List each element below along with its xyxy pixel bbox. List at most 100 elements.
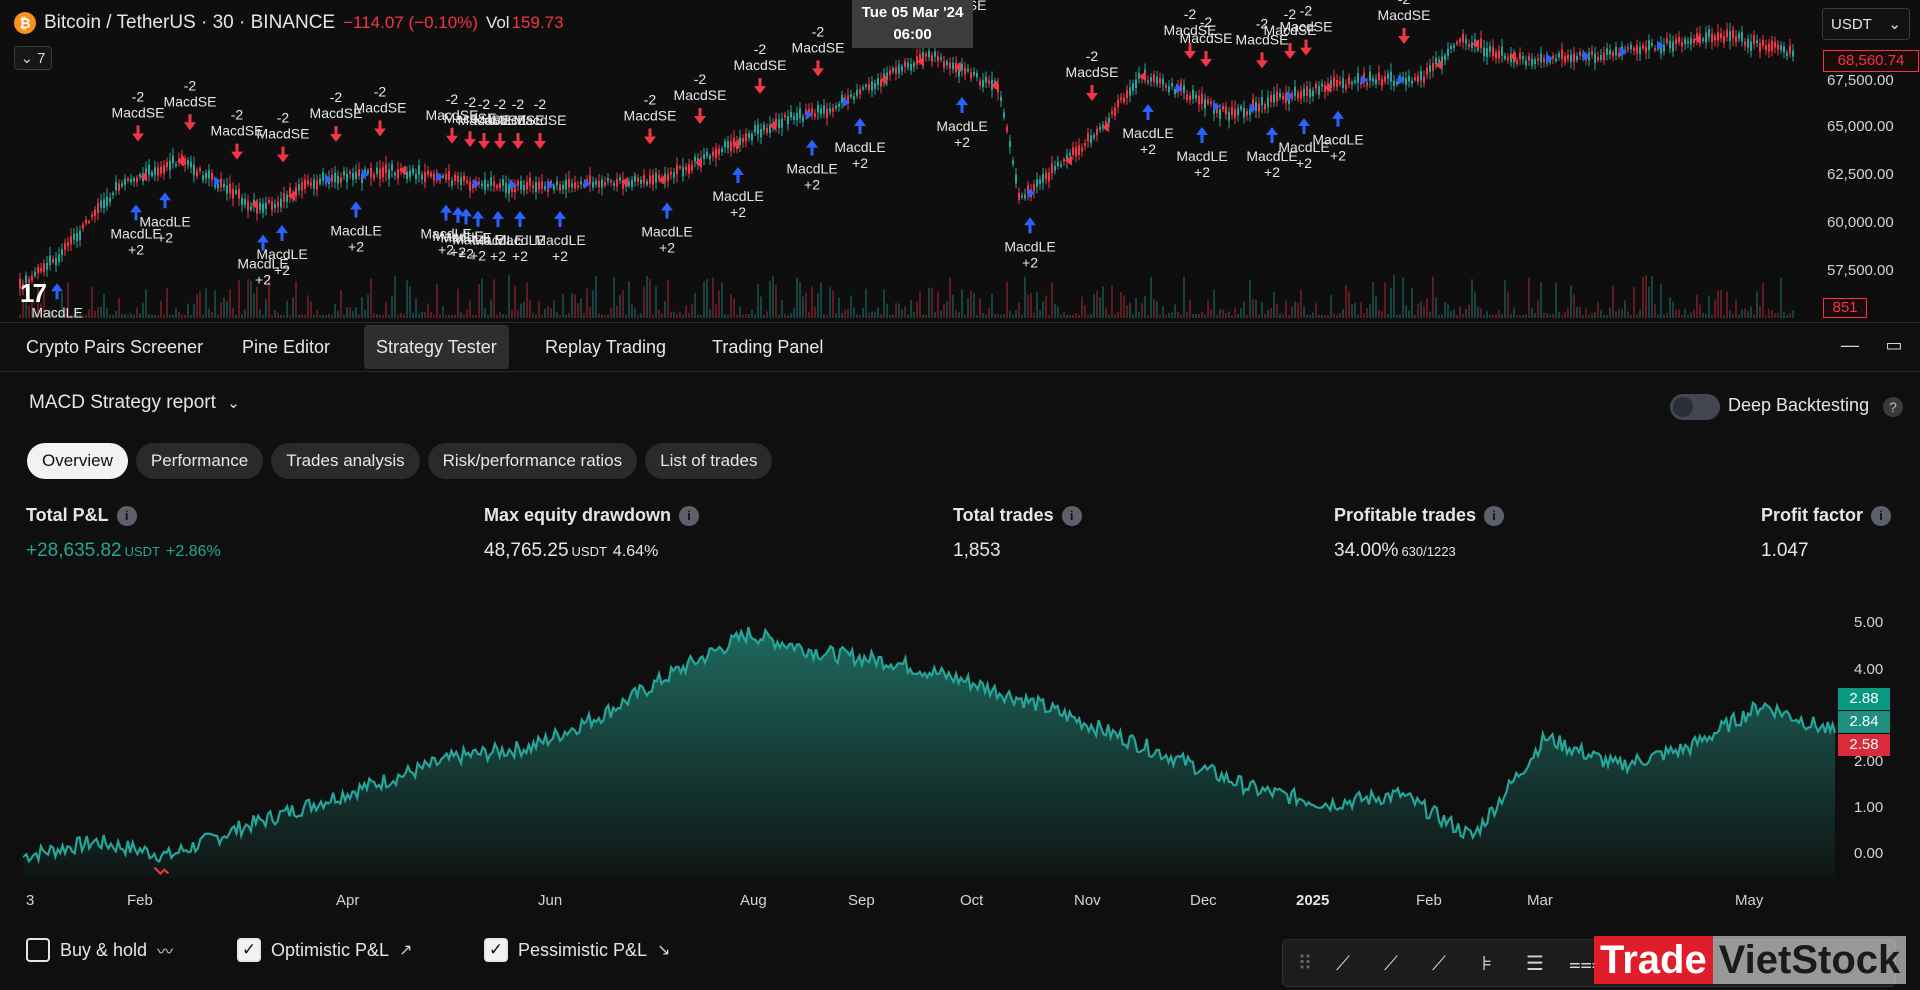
svg-text:-2: -2 bbox=[374, 84, 387, 100]
svg-text:-2: -2 bbox=[464, 94, 477, 110]
svg-text:+2: +2 bbox=[730, 204, 746, 220]
buy-hold-toggle[interactable]: Buy & hold 〰 bbox=[26, 938, 173, 962]
price-tick: 62,500.00 bbox=[1827, 166, 1894, 183]
svg-text:MacdLE: MacdLE bbox=[1312, 132, 1363, 148]
tab-crypto-pairs-screener[interactable]: Crypto Pairs Screener bbox=[26, 337, 204, 357]
svg-text:MacdLE: MacdLE bbox=[1004, 238, 1055, 254]
svg-text:+2: +2 bbox=[255, 272, 271, 288]
drag-handle-icon[interactable]: ⠿ bbox=[1297, 953, 1313, 975]
currency-select[interactable]: USDT ⌄ bbox=[1822, 8, 1910, 40]
svg-text:MacdLE: MacdLE bbox=[330, 223, 381, 239]
gann-tool-icon[interactable]: ⩶ bbox=[1569, 953, 1604, 975]
svg-text:MacdLE: MacdLE bbox=[1122, 125, 1173, 141]
svg-text:MacdSE: MacdSE bbox=[426, 107, 479, 123]
x-tick: Jun bbox=[538, 892, 563, 909]
info-icon[interactable]: i bbox=[1484, 505, 1505, 526]
info-icon[interactable]: i bbox=[116, 505, 137, 526]
optimistic-pl-checkbox[interactable]: ✓ bbox=[237, 938, 261, 962]
price-axis[interactable]: USDT ⌄ 68,560.74 67,500.00 65,000.00 62,… bbox=[1815, 0, 1920, 320]
svg-text:-2: -2 bbox=[1184, 6, 1197, 22]
fib-tool-icon[interactable]: ☰ bbox=[1526, 953, 1544, 975]
svg-text:MacdLE: MacdLE bbox=[1246, 148, 1297, 164]
svg-text:MacdLE: MacdLE bbox=[712, 188, 763, 204]
crosshair-date: Tue 05 Mar '24 bbox=[861, 4, 964, 21]
pessimistic-segment bbox=[153, 866, 170, 876]
watermark-dark-text: VietStock bbox=[1712, 936, 1907, 984]
info-icon[interactable]: i bbox=[1871, 505, 1892, 526]
svg-text:MacdLE: MacdLE bbox=[534, 232, 585, 248]
svg-text:-2: -2 bbox=[1300, 3, 1313, 19]
x-tick: Dec bbox=[1190, 892, 1217, 909]
indicators-collapse-button[interactable]: ⌄ 7 bbox=[14, 46, 52, 70]
pessimistic-pl-toggle[interactable]: ✓ Pessimistic P&L ↘ bbox=[484, 938, 670, 962]
svg-text:MacdSE: MacdSE bbox=[1280, 19, 1333, 35]
svg-text:MacdSE: MacdSE bbox=[458, 112, 511, 128]
svg-text:MacdLE: MacdLE bbox=[139, 213, 190, 229]
maximize-icon[interactable]: ▭ bbox=[1885, 335, 1903, 355]
svg-text:-2: -2 bbox=[231, 107, 244, 123]
svg-text:MacdSE: MacdSE bbox=[257, 126, 310, 142]
x-tick: Oct bbox=[960, 892, 984, 909]
equity-chart[interactable] bbox=[0, 600, 1840, 885]
metric-total-pl: Total P&L i +28,635.82 USDT +2.86% bbox=[26, 505, 221, 562]
y-tick: 0.00 bbox=[1854, 845, 1884, 862]
trend-line-tool-icon[interactable]: ⟋ bbox=[1336, 953, 1350, 975]
help-icon[interactable]: ? bbox=[1883, 397, 1903, 417]
tab-pine-editor[interactable]: Pine Editor bbox=[242, 337, 331, 357]
svg-text:MacdLE: MacdLE bbox=[440, 229, 491, 245]
svg-text:+2: +2 bbox=[128, 241, 144, 257]
svg-text:MacdSE: MacdSE bbox=[211, 123, 264, 139]
tab-replay-trading[interactable]: Replay Trading bbox=[545, 337, 667, 357]
strategy-report-selector[interactable]: MACD Strategy report ⌄ bbox=[29, 392, 240, 414]
pessimistic-pl-label: Pessimistic P&L bbox=[518, 939, 648, 960]
info-icon[interactable]: i bbox=[1061, 505, 1082, 526]
subtab-overview[interactable]: Overview bbox=[27, 443, 128, 479]
volume-bars bbox=[19, 275, 1794, 318]
metric-unit: USDT bbox=[124, 544, 161, 559]
svg-text:-2: -2 bbox=[330, 89, 343, 105]
optimistic-pl-toggle[interactable]: ✓ Optimistic P&L ↗ bbox=[237, 938, 412, 962]
bottom-panel-tabs: Crypto Pairs Screener Pine Editor Strate… bbox=[0, 322, 1920, 372]
extended-line-tool-icon[interactable]: ⟋ bbox=[1432, 953, 1446, 975]
tab-trading-panel[interactable]: Trading Panel bbox=[712, 337, 824, 357]
svg-text:MacdLE: MacdLE bbox=[641, 224, 692, 240]
metric-total-trades: Total trades i 1,853 bbox=[953, 505, 1082, 562]
metric-value: +28,635.82 bbox=[26, 540, 122, 561]
metric-label: Total trades bbox=[953, 505, 1054, 525]
svg-text:MacdSE: MacdSE bbox=[164, 93, 217, 109]
volume-value: 159.73 bbox=[511, 13, 564, 32]
svg-text:MacdLE: MacdLE bbox=[1176, 148, 1227, 164]
minimize-icon[interactable]: — bbox=[1841, 335, 1859, 355]
symbol-header: ₿ Bitcoin / TetherUS · 30 · BINANCE −114… bbox=[14, 12, 564, 34]
svg-text:MacdLE: MacdLE bbox=[834, 139, 885, 155]
symbol-title[interactable]: Bitcoin / TetherUS · 30 · BINANCE bbox=[44, 12, 336, 33]
svg-text:MacdSE: MacdSE bbox=[1264, 22, 1317, 38]
deep-backtesting-label: Deep Backtesting bbox=[1728, 395, 1870, 415]
y-tick: 5.00 bbox=[1854, 614, 1884, 631]
chevron-down-icon: ⌄ bbox=[1888, 16, 1901, 33]
chevron-down-icon: ⌄ bbox=[227, 395, 240, 412]
tab-strategy-tester[interactable]: Strategy Tester bbox=[364, 325, 509, 369]
subtab-performance[interactable]: Performance bbox=[135, 443, 264, 479]
info-icon[interactable]: i bbox=[679, 505, 700, 526]
deep-backtesting-toggle[interactable] bbox=[1670, 394, 1720, 420]
ray-tool-icon[interactable]: ⟋ bbox=[1384, 953, 1398, 975]
trend-line-icon: 〰 bbox=[157, 944, 174, 961]
price-tick: 57,500.00 bbox=[1827, 262, 1894, 279]
subtab-list-of-trades[interactable]: List of trades bbox=[645, 443, 773, 479]
crosshair-date-label: Tue 05 Mar '24 06:00 bbox=[852, 0, 973, 48]
pessimistic-pl-checkbox[interactable]: ✓ bbox=[484, 938, 508, 962]
subtab-risk-ratios[interactable]: Risk/performance ratios bbox=[427, 443, 638, 479]
pitchfork-tool-icon[interactable]: ⊧ bbox=[1481, 953, 1493, 975]
x-tick: 3 bbox=[26, 892, 35, 909]
currency-value: USDT bbox=[1831, 15, 1872, 33]
price-chart[interactable]: MacdSE -2 MacdSE -2 MacdSE -2 MacdSE -2 MacdSE -2… bbox=[0, 0, 1920, 320]
tradingview-logo[interactable]: 17 bbox=[20, 278, 47, 308]
metric-ratio: 630/1223 bbox=[1401, 544, 1456, 559]
svg-text:MacdSE: MacdSE bbox=[474, 112, 527, 128]
buy-hold-checkbox[interactable] bbox=[26, 938, 50, 962]
y-tick: 2.00 bbox=[1854, 753, 1884, 770]
subtab-trades-analysis[interactable]: Trades analysis bbox=[271, 443, 420, 479]
